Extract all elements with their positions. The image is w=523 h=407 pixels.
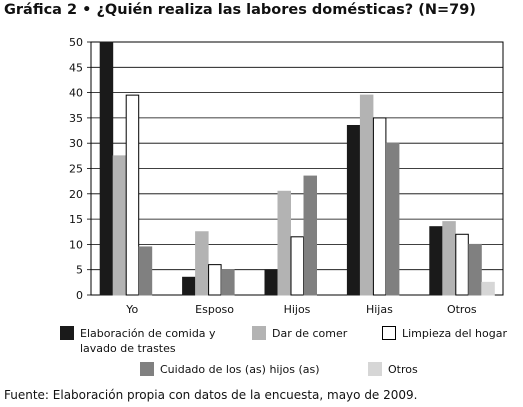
y-tick-label-5: 5 [76, 264, 83, 277]
chart-title: Gráfica 2 • ¿Quién realiza las labores d… [4, 2, 476, 18]
bar-otros-series-0 [429, 226, 443, 296]
bar-esposo-series-3 [221, 269, 235, 296]
y-tick-label-40: 40 [69, 87, 83, 100]
chart-title-label: Gráfica 2 [4, 2, 78, 18]
chart-title-separator: • [82, 2, 92, 18]
bar-hijos-series-2 [290, 236, 304, 296]
x-tick-label-hijas: Hijas [366, 303, 393, 316]
x-tick-label-hijos: Hijos [284, 303, 311, 316]
bar-hijas-series-0 [346, 124, 361, 296]
bar-hijas-series-3 [385, 142, 400, 296]
x-tick-label-yo: Yo [125, 303, 138, 316]
bar-yo-series-0 [99, 41, 114, 296]
y-tick-label-50: 50 [69, 36, 83, 49]
bar-otros-series-3 [468, 243, 482, 296]
bar-hijos-series-0 [264, 269, 278, 296]
bar-esposo-series-2 [208, 264, 222, 296]
y-tick-label-45: 45 [69, 61, 83, 74]
y-tick-label-20: 20 [69, 188, 83, 201]
chart-title-question: ¿Quién realiza las labores domésticas? (… [96, 2, 476, 18]
bar-yo-series-1 [112, 155, 127, 296]
x-tick-label-otros: Otros [447, 303, 477, 316]
bar-otros-series-4 [481, 281, 495, 296]
bar-esposo-series-1 [195, 231, 209, 296]
y-tick-label-10: 10 [69, 238, 83, 251]
bar-otros-series-2 [455, 233, 469, 296]
bar-hijas-series-2 [372, 117, 387, 296]
bar-hijas-series-1 [359, 94, 374, 296]
bar-yo-series-2 [125, 94, 140, 296]
bar-esposo-series-0 [182, 276, 196, 296]
x-tick-label-esposo: Esposo [195, 303, 234, 316]
bar-hijos-series-1 [277, 190, 291, 296]
y-tick-label-35: 35 [69, 112, 83, 125]
y-tick-label-0: 0 [76, 289, 83, 302]
bar-yo-series-3 [138, 246, 153, 296]
bar-hijos-series-3 [303, 175, 317, 296]
source-note: Fuente: Elaboración propia con datos de … [4, 388, 418, 402]
y-tick-label-30: 30 [69, 137, 83, 150]
y-tick-label-15: 15 [69, 213, 83, 226]
bar-otros-series-1 [442, 221, 456, 296]
y-tick-label-25: 25 [69, 163, 83, 176]
